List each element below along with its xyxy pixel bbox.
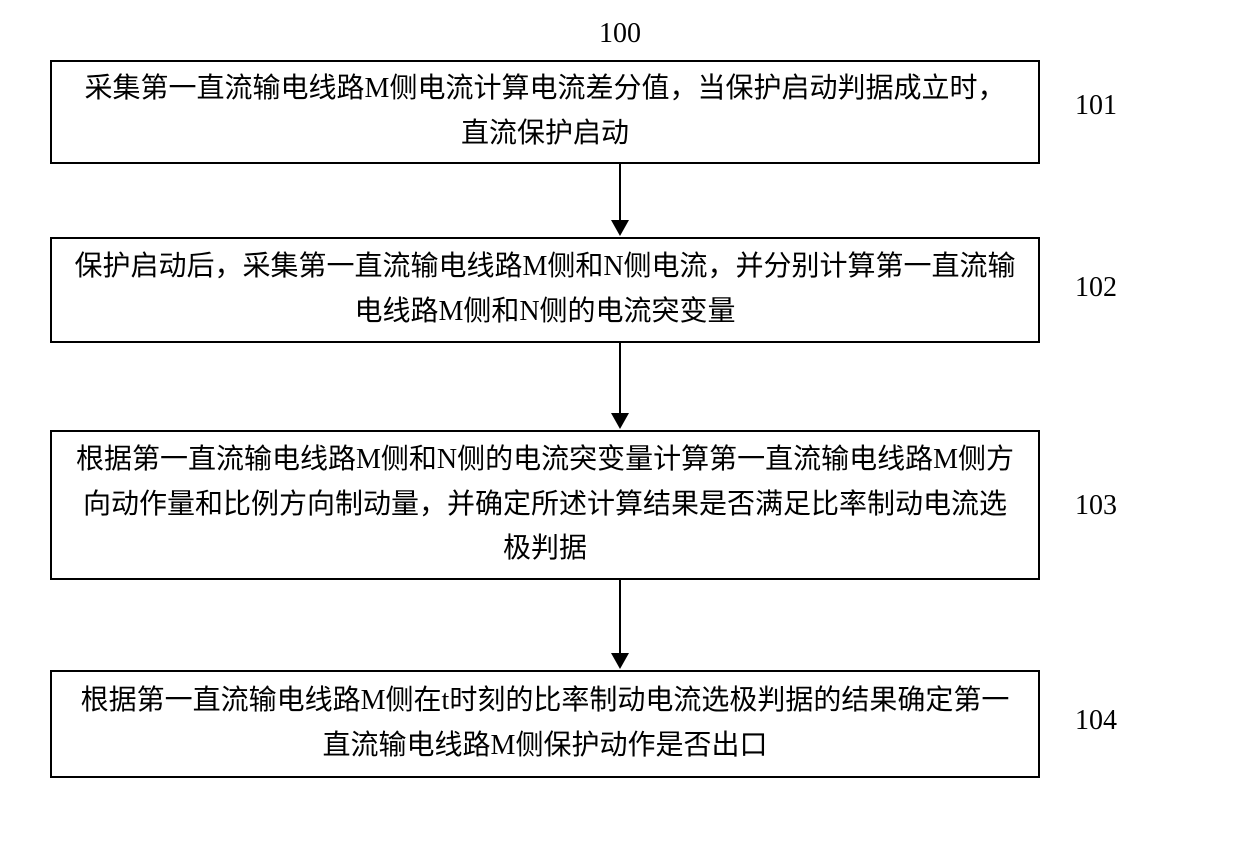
flowchart-step-box: 保护启动后，采集第一直流输电线路M侧和N侧电流，并分别计算第一直流输电线路M侧和… xyxy=(50,237,1040,343)
arrow-head-icon xyxy=(611,413,629,429)
flowchart-diagram: 100 采集第一直流输电线路M侧电流计算电流差分值，当保护启动判据成立时，直流保… xyxy=(0,0,1240,853)
arrow-line xyxy=(619,580,621,654)
step-text: 根据第一直流输电线路M侧和N侧的电流突变量计算第一直流输电线路M侧方向动作量和比… xyxy=(72,438,1018,572)
step-text: 根据第一直流输电线路M侧在t时刻的比率制动电流选极判据的结果确定第一直流输电线路… xyxy=(72,679,1018,769)
flowchart-step-box: 根据第一直流输电线路M侧在t时刻的比率制动电流选极判据的结果确定第一直流输电线路… xyxy=(50,670,1040,778)
step-id-label: 101 xyxy=(1075,90,1117,122)
step-id-label: 104 xyxy=(1075,705,1117,737)
step-text: 保护启动后，采集第一直流输电线路M侧和N侧电流，并分别计算第一直流输电线路M侧和… xyxy=(72,245,1018,335)
step-id-label: 103 xyxy=(1075,490,1117,522)
arrow-line xyxy=(619,343,621,414)
step-text: 采集第一直流输电线路M侧电流计算电流差分值，当保护启动判据成立时，直流保护启动 xyxy=(72,67,1018,157)
arrow-head-icon xyxy=(611,653,629,669)
diagram-title: 100 xyxy=(599,18,641,50)
step-id-label: 102 xyxy=(1075,272,1117,304)
flowchart-step-box: 采集第一直流输电线路M侧电流计算电流差分值，当保护启动判据成立时，直流保护启动 xyxy=(50,60,1040,164)
flowchart-arrow xyxy=(611,580,629,669)
arrow-line xyxy=(619,164,621,221)
arrow-head-icon xyxy=(611,220,629,236)
flowchart-arrow xyxy=(611,343,629,429)
flowchart-step-box: 根据第一直流输电线路M侧和N侧的电流突变量计算第一直流输电线路M侧方向动作量和比… xyxy=(50,430,1040,580)
flowchart-arrow xyxy=(611,164,629,236)
